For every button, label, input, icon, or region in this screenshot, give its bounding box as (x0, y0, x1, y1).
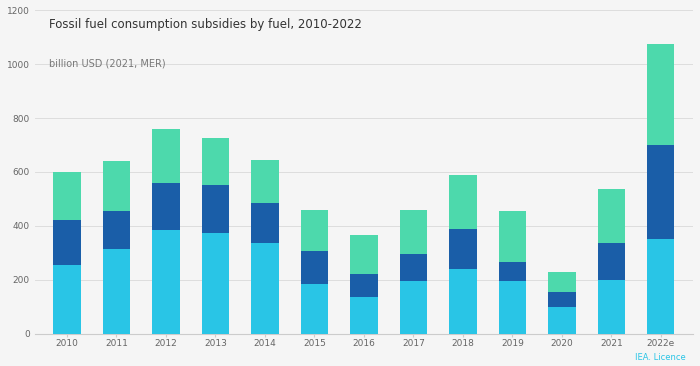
Bar (103, 161, 130, 211)
Bar (548, 307, 575, 333)
Bar (301, 251, 328, 284)
Bar (449, 269, 477, 333)
Bar (648, 44, 675, 145)
Text: billion USD (2021, MER): billion USD (2021, MER) (49, 59, 166, 68)
Bar (350, 235, 377, 274)
Bar (301, 210, 328, 251)
Bar (598, 243, 625, 280)
Bar (400, 254, 427, 281)
Bar (499, 262, 526, 281)
Bar (53, 172, 80, 220)
Bar (499, 281, 526, 333)
Bar (400, 210, 427, 254)
Bar (202, 232, 229, 333)
Bar (598, 280, 625, 333)
Bar (449, 175, 477, 228)
Bar (103, 249, 130, 333)
Bar (301, 284, 328, 333)
Bar (53, 220, 80, 265)
Text: Fossil fuel consumption subsidies by fuel, 2010-2022: Fossil fuel consumption subsidies by fue… (49, 18, 362, 31)
Bar (153, 183, 180, 230)
Bar (548, 292, 575, 307)
Bar (449, 228, 477, 269)
Bar (202, 138, 229, 186)
Bar (103, 211, 130, 249)
Bar (53, 265, 80, 333)
Bar (648, 239, 675, 333)
Bar (400, 281, 427, 333)
Bar (598, 190, 625, 243)
Bar (251, 160, 279, 203)
Bar (251, 203, 279, 243)
Bar (350, 297, 377, 333)
Bar (153, 129, 180, 183)
Bar (648, 145, 675, 239)
Text: IEA. Licence: IEA. Licence (636, 353, 686, 362)
Bar (499, 211, 526, 262)
Bar (548, 272, 575, 292)
Bar (350, 274, 377, 297)
Bar (202, 186, 229, 232)
Bar (153, 230, 180, 333)
Bar (251, 243, 279, 333)
